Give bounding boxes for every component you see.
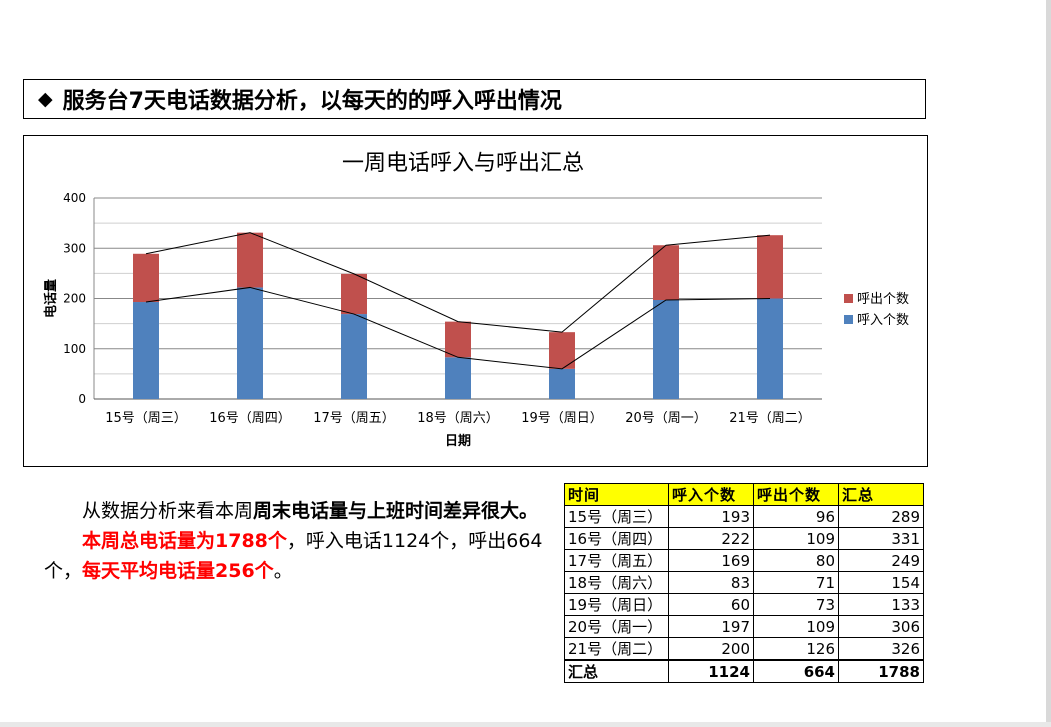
table-cell: 289	[838, 505, 924, 528]
table-row: 17号（周五） 169 80 249	[564, 549, 924, 572]
slide-heading: ◆ 服务台7天电话数据分析，以每天的的呼入呼出情况	[23, 79, 926, 119]
summary-paragraph-2: 本周总电话量为1788个，呼入电话1124个，呼出664个，每天平均电话量256…	[44, 526, 544, 586]
y-tick-label: 200	[63, 292, 86, 306]
series-line-inbound	[145, 286, 771, 370]
y-tick-label: 300	[63, 241, 86, 255]
table-cell: 326	[838, 637, 924, 661]
table-header-cell: 汇总	[838, 483, 924, 506]
bar-inbound	[445, 357, 471, 399]
bar-outbound	[237, 232, 263, 288]
legend-label: 呼入个数	[857, 313, 909, 328]
diamond-icon: ◆	[38, 88, 53, 110]
bar-outbound	[757, 235, 783, 299]
slide-heading-text: 服务台7天电话数据分析，以每天的的呼入呼出情况	[62, 89, 562, 114]
table-cell: 169	[668, 549, 754, 572]
summary-p2-normal-1: ，呼入电话1124个，呼出664个，	[44, 530, 543, 582]
summary-paragraph-1: 从数据分析来看本周周末电话量与上班时间差异很大。	[44, 496, 544, 526]
stacked-bar-chart: 一周电话呼入与呼出汇总 0 100 200 300 400 电话量 15号（周三） 16号（周四…	[43, 151, 909, 449]
bar-outbound	[341, 273, 367, 315]
table-cell: 133	[838, 593, 924, 616]
table-cell: 60	[668, 593, 754, 616]
page-right-edge	[1046, 0, 1051, 727]
table-row: 18号（周六） 83 71 154	[564, 571, 924, 594]
table-header-cell: 呼出个数	[753, 483, 839, 506]
y-axis-label: 电话量	[43, 279, 59, 318]
y-tick-label: 400	[63, 191, 86, 205]
table-cell: 汇总	[564, 659, 669, 683]
y-tick-label: 100	[63, 342, 86, 356]
summary-total-highlight: 本周总电话量为1788个	[82, 530, 287, 552]
table-cell: 18号（周六）	[564, 571, 669, 594]
summary-text: 从数据分析来看本周周末电话量与上班时间差异很大。 本周总电话量为1788个，呼入…	[44, 496, 544, 586]
bar-inbound	[757, 298, 783, 399]
x-tick-label: 20号（周一）	[625, 411, 707, 426]
summary-average-highlight: 每天平均电话量256个	[82, 560, 274, 582]
table-header-cell: 呼入个数	[668, 483, 754, 506]
table-cell: 664	[753, 659, 839, 683]
table-cell: 109	[753, 615, 839, 638]
table-cell: 16号（周四）	[564, 527, 669, 550]
table-cell: 1788	[838, 659, 924, 683]
table-row: 20号（周一） 197 109 306	[564, 615, 924, 638]
summary-p1-bold: 周末电话量与上班时间差异很大。	[253, 500, 539, 522]
legend-swatch	[844, 315, 853, 324]
bar-inbound	[341, 314, 367, 399]
table-cell: 126	[753, 637, 839, 661]
table-row: 16号（周四） 222 109 331	[564, 527, 924, 550]
bar-inbound	[549, 368, 575, 399]
table-cell: 109	[753, 527, 839, 550]
table-row: 19号（周日） 60 73 133	[564, 593, 924, 616]
page-bottom-edge	[0, 722, 1051, 727]
summary-p1-normal: 从数据分析来看本周	[82, 500, 254, 522]
table-cell: 306	[838, 615, 924, 638]
data-table: 时间 呼入个数 呼出个数 汇总 15号（周三） 193 96 289 16号（周…	[564, 483, 924, 683]
table-cell: 17号（周五）	[564, 549, 669, 572]
table-cell: 21号（周二）	[564, 637, 669, 661]
table-cell: 71	[753, 571, 839, 594]
chart-container: 一周电话呼入与呼出汇总 0 100 200 300 400 电话量 15号（周三） 16号（周四…	[23, 135, 928, 467]
bar-inbound	[133, 302, 159, 399]
table-cell: 1124	[668, 659, 754, 683]
table-cell: 249	[838, 549, 924, 572]
x-tick-label: 17号（周五）	[313, 411, 395, 426]
bar-outbound	[653, 245, 679, 301]
x-tick-label: 21号（周二）	[729, 411, 811, 426]
table-cell: 193	[668, 505, 754, 528]
table-row: 21号（周二） 200 126 326	[564, 637, 924, 661]
summary-p2-normal-2: 。	[273, 560, 293, 582]
x-tick-label: 19号（周日）	[521, 411, 603, 426]
table-header-row: 时间 呼入个数 呼出个数 汇总	[564, 483, 924, 506]
table-header-cell: 时间	[564, 483, 669, 506]
table-cell: 83	[668, 571, 754, 594]
table-cell: 96	[753, 505, 839, 528]
bar-outbound	[133, 253, 159, 303]
table-cell: 15号（周三）	[564, 505, 669, 528]
bar-outbound	[445, 321, 471, 358]
legend-swatch	[844, 294, 853, 303]
table-cell: 200	[668, 637, 754, 661]
legend-label: 呼出个数	[857, 292, 909, 307]
bar-inbound	[237, 287, 263, 399]
bar-inbound	[653, 300, 679, 399]
table-cell: 331	[838, 527, 924, 550]
table-cell: 154	[838, 571, 924, 594]
x-tick-label: 15号（周三）	[105, 411, 187, 426]
x-tick-label: 16号（周四）	[209, 411, 291, 426]
x-tick-label: 18号（周六）	[417, 411, 499, 426]
x-axis-label: 日期	[445, 434, 471, 449]
table-cell: 19号（周日）	[564, 593, 669, 616]
table-cell: 20号（周一）	[564, 615, 669, 638]
y-tick-label: 0	[78, 392, 86, 406]
table-cell: 80	[753, 549, 839, 572]
chart-title: 一周电话呼入与呼出汇总	[342, 151, 584, 176]
table-cell: 197	[668, 615, 754, 638]
series-line-total	[145, 232, 771, 333]
table-row: 15号（周三） 193 96 289	[564, 505, 924, 528]
table-total-row: 汇总 1124 664 1788	[564, 659, 924, 683]
table-cell: 73	[753, 593, 839, 616]
table-cell: 222	[668, 527, 754, 550]
